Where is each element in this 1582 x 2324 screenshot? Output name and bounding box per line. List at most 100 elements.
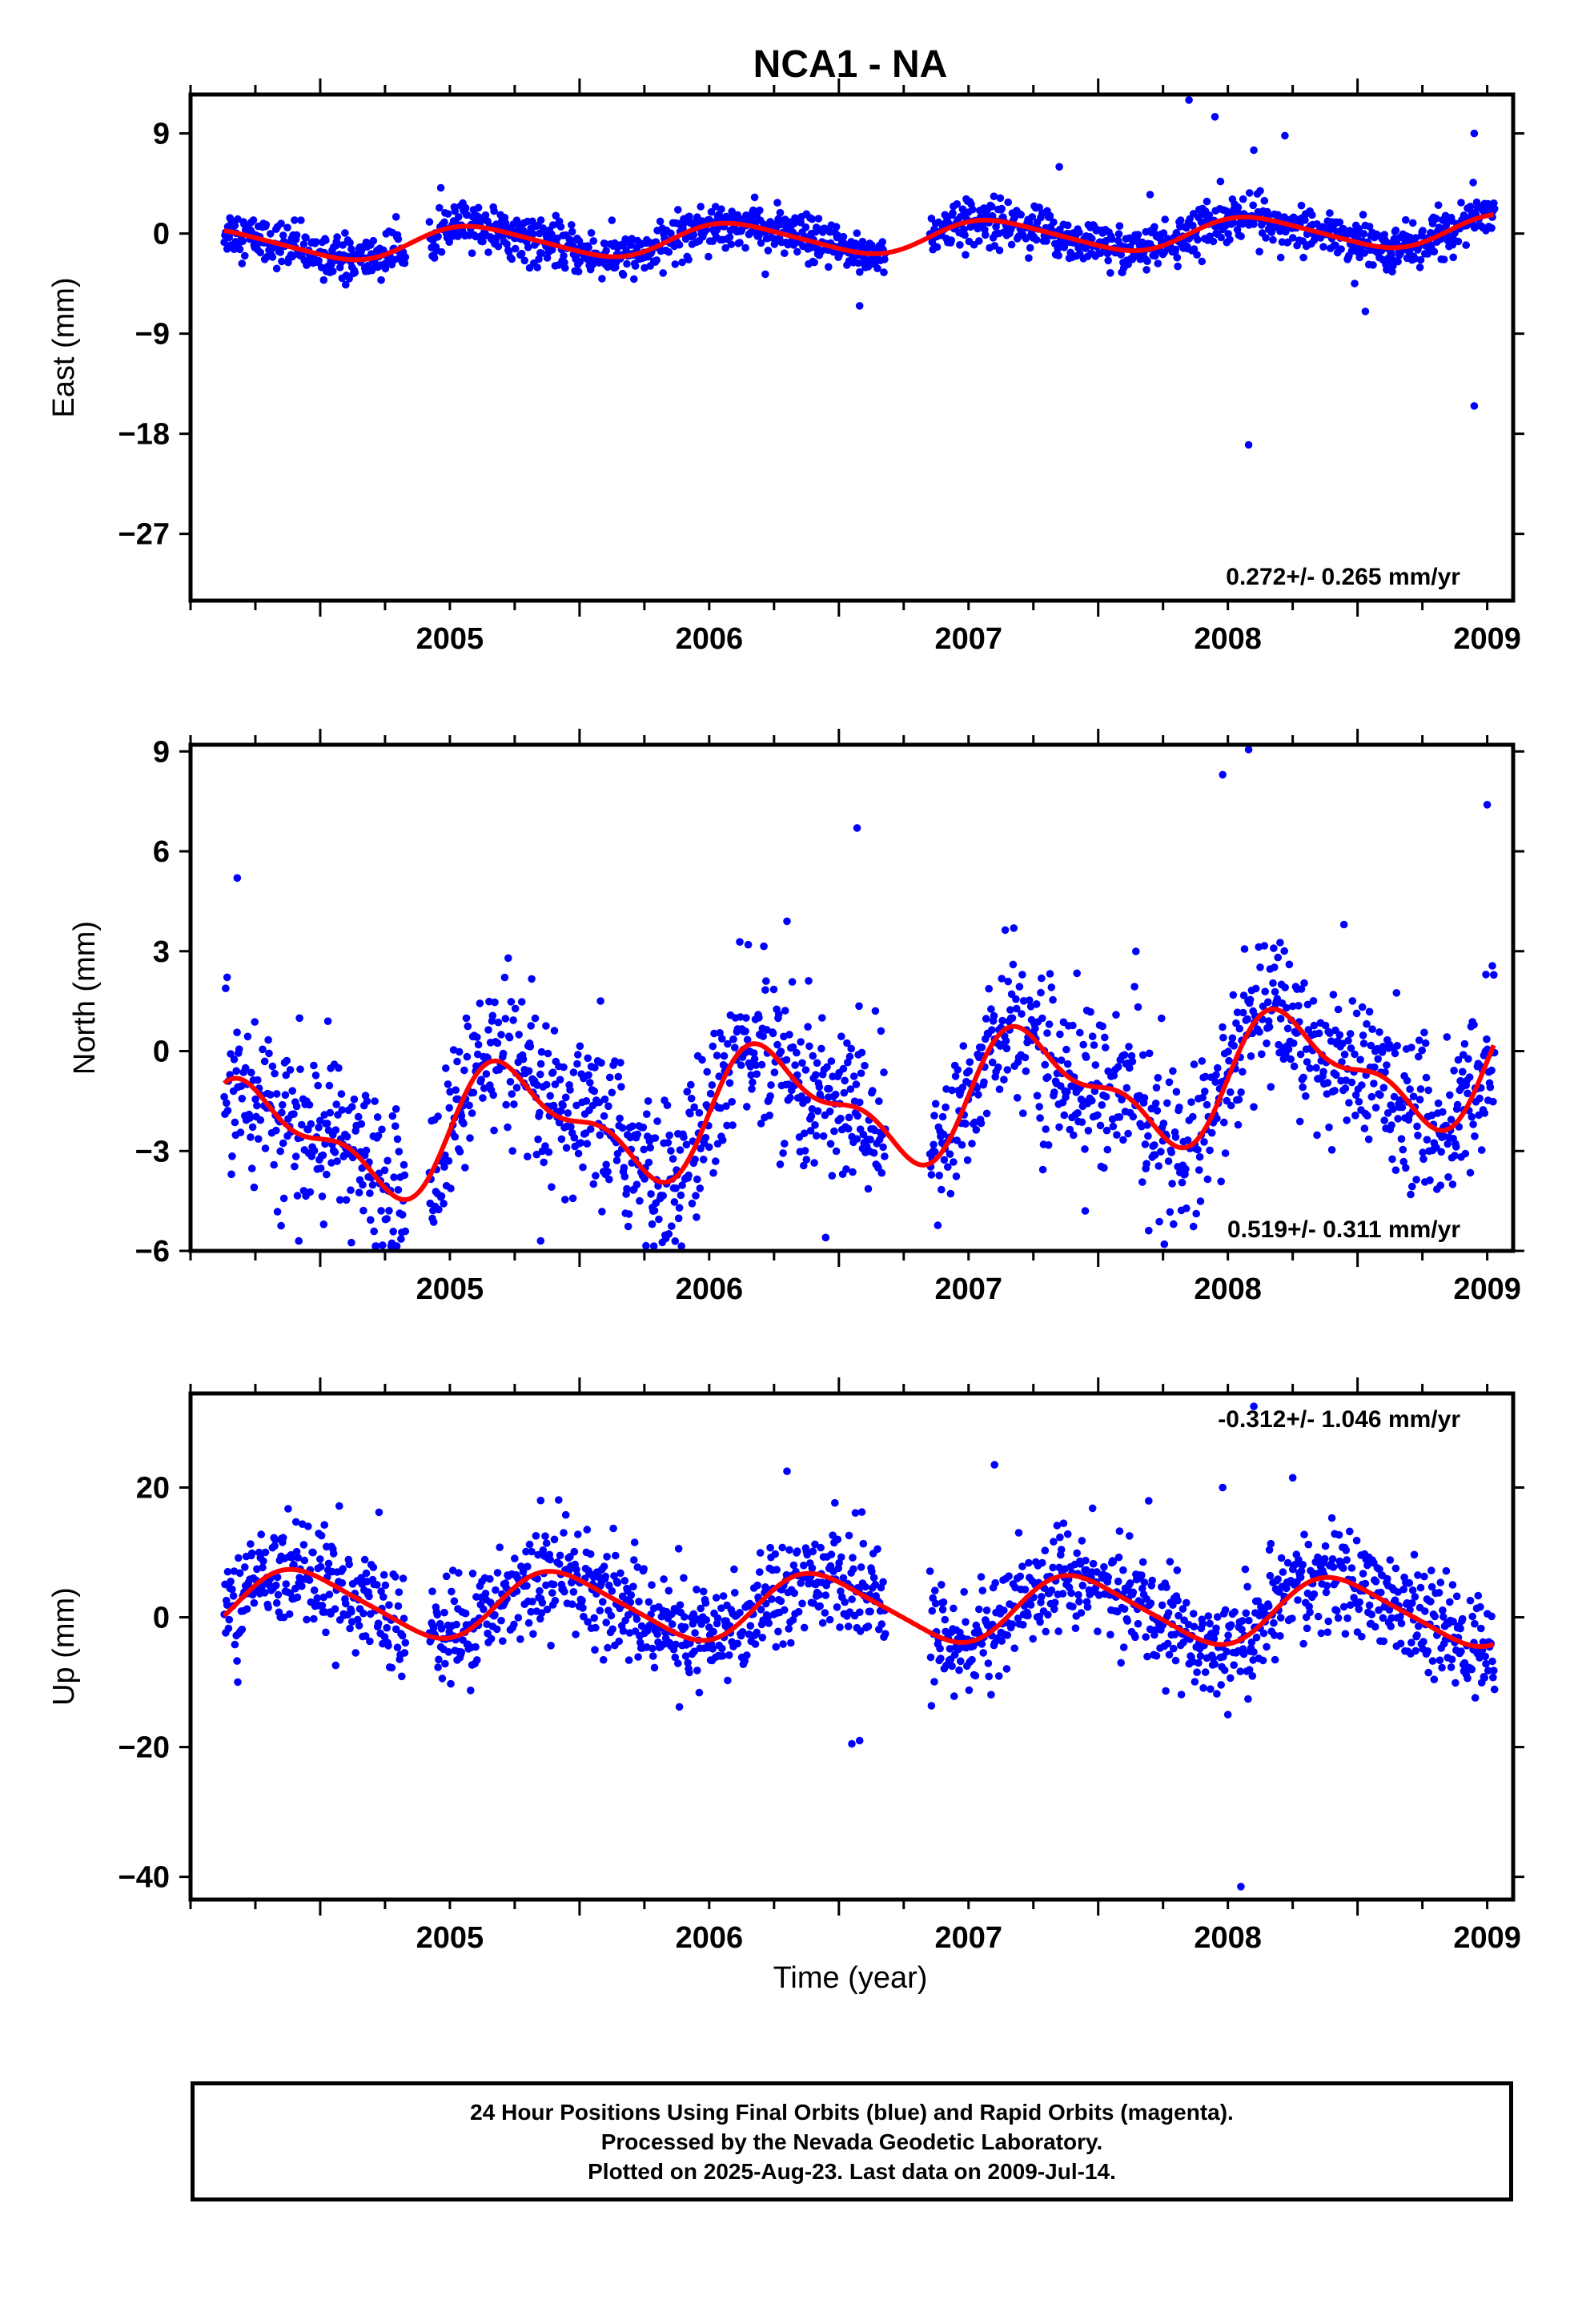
data-point — [1239, 195, 1247, 203]
data-point — [355, 1622, 363, 1630]
data-point — [845, 1052, 854, 1061]
data-point — [1117, 251, 1125, 259]
data-point — [235, 1554, 243, 1562]
data-point — [536, 216, 545, 224]
data-point — [790, 1589, 798, 1598]
data-point — [497, 1616, 505, 1625]
data-point — [1094, 1627, 1102, 1635]
data-point — [814, 215, 823, 223]
data-point — [1177, 1691, 1186, 1699]
data-point — [671, 1237, 680, 1245]
data-point — [966, 1058, 974, 1066]
data-point — [1167, 1148, 1175, 1156]
data-point — [1103, 1145, 1112, 1154]
data-point — [652, 256, 661, 264]
outlier-point — [1237, 1883, 1245, 1891]
data-point — [511, 1554, 519, 1562]
data-point — [1456, 1076, 1464, 1085]
data-point — [944, 1163, 952, 1171]
data-point — [527, 1022, 535, 1030]
data-point — [864, 1622, 873, 1630]
data-point — [391, 213, 400, 221]
data-point — [1285, 960, 1294, 969]
data-point — [851, 1509, 860, 1517]
data-point — [1234, 203, 1243, 211]
data-point — [699, 1587, 708, 1596]
data-point — [640, 1565, 648, 1573]
data-point — [709, 1042, 717, 1051]
data-point — [1339, 1564, 1347, 1572]
data-point — [743, 1651, 751, 1659]
data-point — [1220, 1118, 1228, 1127]
data-point — [788, 978, 797, 986]
data-point — [761, 986, 769, 994]
data-point — [1054, 1627, 1062, 1635]
data-point — [1203, 1100, 1211, 1109]
data-point — [1490, 971, 1498, 979]
data-point — [225, 233, 234, 242]
data-point — [765, 1619, 773, 1627]
data-point — [568, 227, 576, 236]
data-point — [727, 240, 736, 248]
data-point — [1247, 1052, 1255, 1060]
data-point — [365, 1592, 373, 1601]
data-point — [835, 1558, 843, 1567]
data-point — [1486, 1083, 1495, 1092]
data-point — [709, 1168, 717, 1177]
data-point — [1224, 1631, 1232, 1639]
data-point — [959, 1042, 968, 1050]
data-point — [938, 1581, 946, 1589]
data-point — [682, 1140, 691, 1149]
data-point — [394, 1602, 403, 1610]
data-point — [1005, 1572, 1013, 1580]
data-point — [335, 1196, 344, 1204]
data-point — [291, 216, 299, 224]
data-point — [627, 1591, 636, 1599]
data-point — [1471, 1694, 1480, 1702]
up-rate-label: -0.312+/- 1.046 mm/yr — [1218, 1406, 1460, 1433]
data-point — [1235, 1024, 1244, 1033]
data-point — [491, 1610, 499, 1619]
data-point — [1057, 1546, 1066, 1554]
data-point — [468, 249, 476, 258]
data-point — [351, 1649, 360, 1657]
data-point — [500, 973, 509, 982]
data-point — [1379, 1084, 1388, 1092]
data-point — [354, 1112, 363, 1121]
data-point — [965, 1067, 974, 1076]
data-point — [368, 1180, 377, 1189]
data-point — [816, 1602, 824, 1610]
data-point — [670, 1198, 679, 1206]
data-point — [725, 1079, 734, 1088]
data-point — [1158, 1014, 1166, 1023]
data-point — [272, 1581, 280, 1590]
data-point — [462, 1014, 471, 1023]
y-tick-label: −9 — [135, 318, 170, 352]
data-point — [965, 1686, 974, 1695]
outlier-point — [1185, 96, 1193, 104]
data-point — [291, 1584, 299, 1593]
data-point — [990, 1011, 998, 1020]
data-point — [1012, 995, 1020, 1003]
data-point — [484, 1026, 492, 1034]
data-point — [648, 1581, 656, 1589]
data-point — [873, 1545, 881, 1554]
data-point — [504, 1123, 512, 1132]
data-point — [651, 1134, 660, 1142]
data-point — [472, 1642, 480, 1651]
data-point — [1365, 1601, 1374, 1610]
data-point — [1333, 1606, 1341, 1615]
data-point — [1363, 1112, 1371, 1120]
data-point — [1281, 983, 1289, 991]
data-point — [1344, 1036, 1352, 1045]
data-point — [930, 1112, 938, 1120]
data-point — [849, 1565, 857, 1574]
data-point — [1239, 1068, 1247, 1076]
data-point — [1015, 983, 1024, 991]
data-point — [441, 1659, 449, 1668]
data-point — [1100, 1562, 1108, 1571]
data-point — [712, 1157, 720, 1165]
data-point — [511, 1004, 520, 1013]
data-point — [293, 1192, 302, 1200]
data-point — [1182, 1204, 1191, 1212]
